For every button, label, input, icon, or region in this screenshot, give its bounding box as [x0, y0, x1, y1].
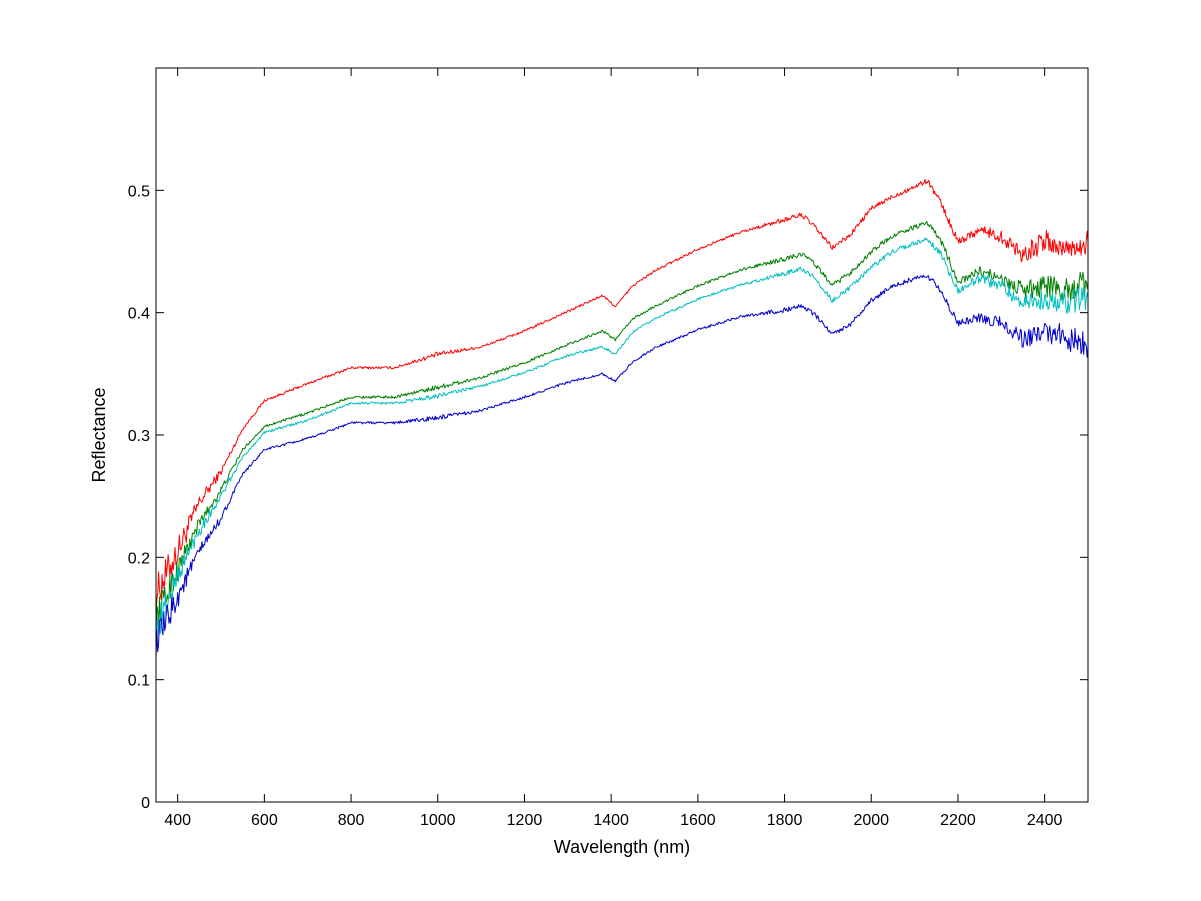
x-tick-label: 1000	[420, 812, 456, 829]
series-line-blue	[155, 274, 1089, 658]
x-tick-label: 400	[164, 812, 191, 829]
x-tick-label: 2000	[853, 812, 889, 829]
plot-area: 400 600 800 1000 1200 1400 1600 1800 2000 2200 240…	[128, 67, 1089, 829]
y-tick-label: 0.5	[128, 183, 150, 200]
y-tick-label: 0.1	[128, 673, 150, 690]
x-tick-label: 600	[251, 812, 278, 829]
y-tick-label: 0	[141, 795, 150, 812]
x-tick-label: 1400	[593, 812, 629, 829]
series-layer	[155, 178, 1089, 658]
x-tick-label: 1800	[767, 812, 803, 829]
x-tick-label: 800	[338, 812, 365, 829]
x-ticks: 400 600 800 1000 1200 1400 1600 1800 2000 2200 240…	[164, 68, 1063, 829]
y-tick-label: 0.2	[128, 550, 150, 567]
y-ticks: 0 0.1 0.2 0.3 0.4 0.5	[128, 183, 1088, 812]
series-line-red	[155, 178, 1089, 613]
x-tick-label: 1200	[507, 812, 543, 829]
series-line-green	[155, 220, 1089, 634]
x-tick-label: 1600	[680, 812, 716, 829]
x-tick-label: 2400	[1027, 812, 1063, 829]
y-tick-label: 0.3	[128, 428, 150, 445]
y-tick-label: 0.4	[128, 306, 150, 323]
x-tick-label: 2200	[940, 812, 976, 829]
x-axis-title: Wavelength (nm)	[554, 837, 690, 857]
series-line-cyan	[155, 237, 1089, 646]
axes-background	[156, 68, 1088, 802]
y-axis-title: Reflectance	[89, 387, 109, 482]
